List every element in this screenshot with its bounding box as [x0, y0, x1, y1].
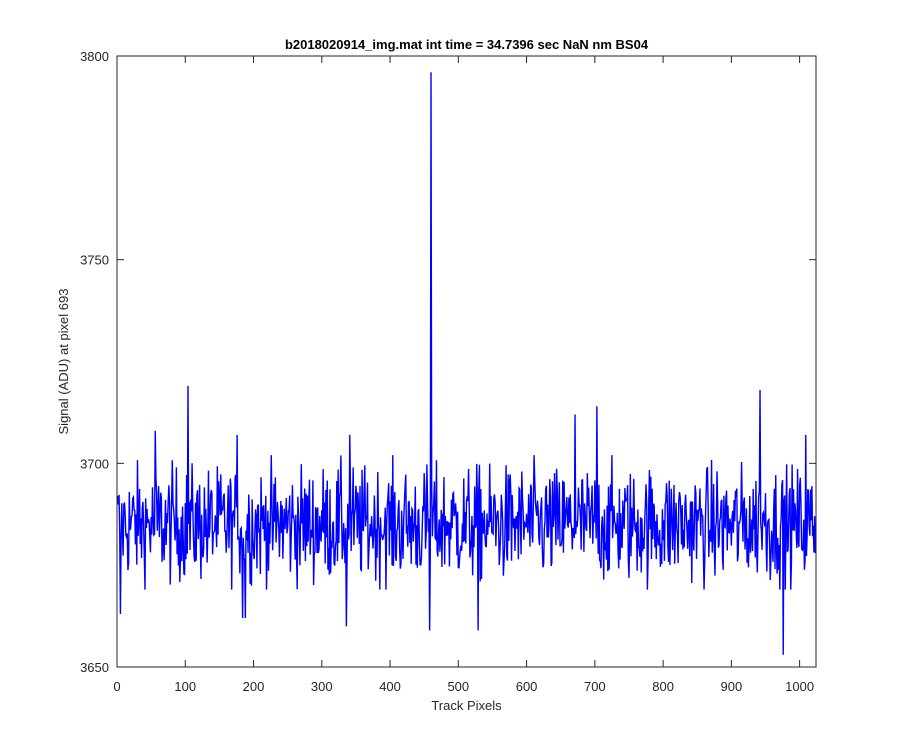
- y-axis-ticks: 3650 3700 3750 3800: [80, 49, 816, 675]
- axes-box: [116, 55, 817, 668]
- series-layer: [117, 72, 816, 655]
- x-tick-label: 300: [311, 679, 333, 694]
- y-tick-label: 3650: [80, 660, 109, 675]
- x-axis-ticks: 0 100 200 300 400 500 600 700 800 900 1000: [113, 56, 814, 694]
- chart-title: b2018020914_img.mat int time = 34.7396 s…: [285, 37, 649, 52]
- x-tick-label: 500: [447, 679, 469, 694]
- y-tick-label: 3750: [80, 253, 109, 268]
- x-tick-label: 1000: [785, 679, 814, 694]
- signal-series-line: [117, 72, 816, 655]
- y-tick-label: 3700: [80, 456, 109, 471]
- x-tick-label: 600: [516, 679, 538, 694]
- y-tick-label: 3800: [80, 49, 109, 64]
- x-tick-label: 200: [243, 679, 265, 694]
- x-tick-label: 800: [652, 679, 674, 694]
- plot-area: [117, 56, 816, 667]
- x-tick-label: 100: [174, 679, 196, 694]
- x-tick-label: 700: [584, 679, 606, 694]
- x-tick-label: 0: [113, 679, 120, 694]
- x-tick-label: 900: [721, 679, 743, 694]
- x-tick-label: 400: [379, 679, 401, 694]
- y-axis-label: Signal (ADU) at pixel 693: [56, 289, 71, 435]
- x-axis-label: Track Pixels: [431, 698, 502, 713]
